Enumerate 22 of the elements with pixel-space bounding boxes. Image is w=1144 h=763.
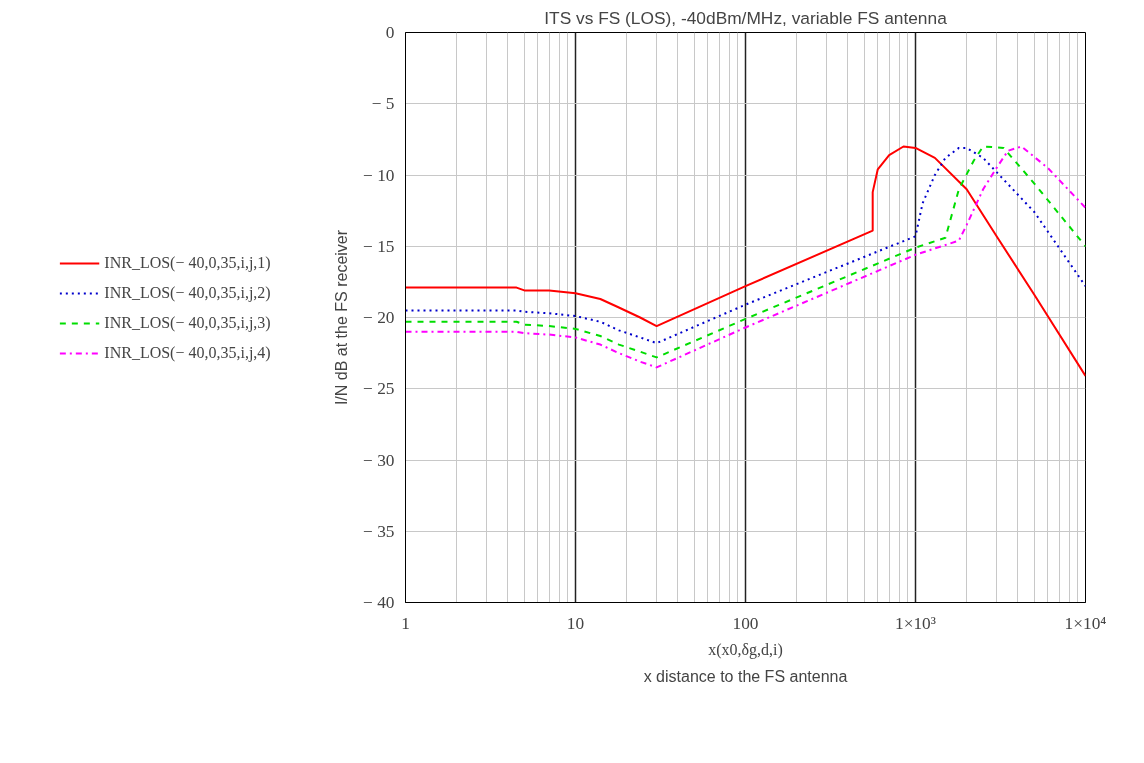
x-tick-label: 1 bbox=[401, 613, 410, 633]
y-tick-label: − 25 bbox=[363, 379, 395, 399]
x-tick-label: 1×10⁴ bbox=[1064, 613, 1107, 633]
x-tick-label: 10 bbox=[566, 613, 585, 633]
legend-label: INR_LOS(− 40,0,35,i,j,3) bbox=[104, 313, 271, 332]
y-tick-label: − 40 bbox=[363, 593, 395, 612]
legend-label: INR_LOS(− 40,0,35,i,j,1) bbox=[104, 253, 271, 272]
y-tick-label: 0 bbox=[385, 23, 395, 42]
legend-label: INR_LOS(− 40,0,35,i,j,4) bbox=[104, 343, 271, 362]
y-tick-label: − 30 bbox=[363, 450, 395, 470]
y-tick-label: − 35 bbox=[363, 521, 395, 541]
x-tick-label: 100 bbox=[732, 613, 759, 633]
y-axis-title: I/N dB at the FS receiver bbox=[333, 229, 351, 406]
legend-label: INR_LOS(− 40,0,35,i,j,2) bbox=[104, 283, 271, 302]
text: x distance to the FS antenna bbox=[643, 667, 848, 685]
y-tick-label: − 10 bbox=[363, 165, 395, 185]
x-tick-label: 1×10³ bbox=[895, 613, 936, 633]
chart-title: ITS vs FS (LOS), -40dBm/MHz, variable FS antenna bbox=[544, 7, 948, 28]
x-axis-title: x(x0,δg,d,i) bbox=[708, 640, 783, 659]
y-tick-label: − 5 bbox=[371, 94, 395, 114]
y-tick-label: − 15 bbox=[363, 236, 395, 256]
y-tick-label: − 20 bbox=[363, 308, 395, 327]
